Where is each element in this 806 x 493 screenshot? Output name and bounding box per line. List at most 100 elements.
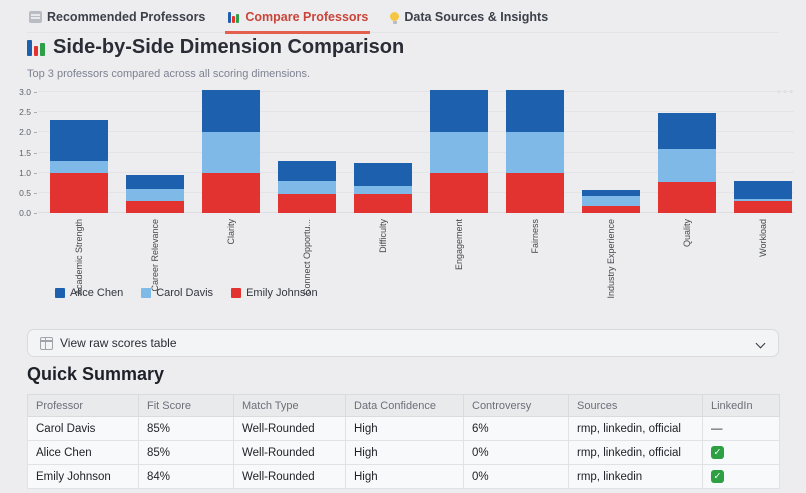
- bar-segment: [506, 90, 564, 133]
- y-axis-tick-label: 1.5: [19, 147, 31, 158]
- bar-segment: [278, 161, 336, 181]
- bar-segment: [582, 205, 640, 213]
- chevron-down-icon[interactable]: [756, 338, 766, 348]
- table-row: Carol Davis 85% Well-Rounded High 6% rmp, lin…: [27, 416, 780, 441]
- stacked-bar-5: [430, 90, 488, 213]
- list-icon: [29, 11, 42, 23]
- bar-segment: [354, 163, 412, 186]
- bar-segment: [506, 132, 564, 173]
- legend-swatch: [55, 288, 65, 298]
- bar-segment: [658, 181, 716, 213]
- table-cell: 85%: [138, 440, 234, 465]
- y-axis-tick-label: 1.0: [19, 167, 31, 178]
- bar-chart-icon: [227, 11, 240, 23]
- bar-segment: [354, 185, 412, 194]
- check-icon: ✓: [711, 446, 724, 459]
- y-axis-tick-mark: [34, 172, 37, 174]
- dimension-comparison-chart: ··· Alice Chen Carol Davis Emily Johnson 0…: [0, 84, 806, 300]
- gridline: [38, 212, 794, 213]
- bar-segment: [126, 200, 184, 213]
- raw-scores-expander[interactable]: View raw scores table: [27, 329, 779, 357]
- table-cell: Emily Johnson: [27, 464, 139, 489]
- expander-label: View raw scores table: [60, 336, 177, 350]
- bar-segment: [658, 149, 716, 182]
- stacked-bar-4: [354, 163, 412, 213]
- page-title-text: Side-by-Side Dimension Comparison: [53, 36, 405, 58]
- bar-segment: [126, 174, 184, 189]
- legend-item: Carol Davis: [141, 287, 213, 299]
- y-axis-tick-mark: [34, 213, 37, 214]
- x-axis-label: Career Relevance: [150, 219, 160, 292]
- tab-data-sources-insights[interactable]: Data Sources & Insights: [388, 6, 550, 34]
- gridline: [38, 91, 794, 93]
- table-cell: rmp, linkedin: [568, 464, 703, 489]
- gridline: [38, 171, 794, 173]
- linkedin-cell: ✓: [702, 440, 780, 465]
- table-row: Alice Chen 85% Well-Rounded High 0% rmp, link…: [27, 440, 780, 465]
- table-cell: Carol Davis: [27, 416, 139, 441]
- stacked-bar-2: [202, 90, 260, 213]
- table-cell: Alice Chen: [27, 440, 139, 465]
- tab-recommended-professors[interactable]: Recommended Professors: [27, 6, 207, 34]
- bar-segment: [430, 132, 488, 173]
- table-body: Carol Davis 85% Well-Rounded High 6% rmp, lin…: [27, 416, 780, 489]
- legend-swatch: [231, 288, 242, 298]
- chart-legend: Alice Chen Carol Davis Emily Johnson: [55, 287, 318, 299]
- bar-segment: [734, 198, 792, 201]
- table-cell: High: [345, 416, 464, 441]
- tab-bar: Recommended Professors Compare Professor…: [27, 6, 779, 34]
- bar-segment: [202, 90, 260, 133]
- column-header: LinkedIn: [702, 394, 780, 417]
- x-axis-label: Quality: [682, 219, 692, 248]
- stacked-bar-9: [734, 180, 792, 213]
- y-axis-tick-label: 0.0: [19, 208, 31, 218]
- x-axis-label: Fairness: [530, 219, 540, 254]
- bar-segment: [582, 189, 640, 197]
- y-axis-tick-mark: [34, 92, 37, 93]
- table-cell: Well-Rounded: [233, 416, 346, 441]
- legend-item: Emily Johnson: [231, 287, 318, 299]
- tab-label: Recommended Professors: [47, 10, 206, 24]
- bar-segment: [202, 172, 260, 213]
- table-header-row: Professor Fit Score Match Type Data Confide…: [27, 394, 780, 417]
- lightbulb-icon: [390, 11, 400, 24]
- table-icon: [40, 336, 53, 350]
- table-cell: Well-Rounded: [233, 440, 346, 465]
- table-cell: 0%: [463, 440, 569, 465]
- x-axis-label: Workload: [758, 219, 768, 257]
- table-cell: High: [345, 464, 464, 489]
- table-cell: rmp, linkedin, official: [568, 440, 703, 465]
- bar-segment: [202, 132, 260, 173]
- table-cell: Well-Rounded: [233, 464, 346, 489]
- stacked-bar-8: [658, 113, 716, 213]
- page-subtitle: Top 3 professors compared across all sco…: [27, 68, 311, 80]
- bar-chart-icon: [27, 39, 45, 56]
- bar-segment: [354, 193, 412, 213]
- tab-compare-professors[interactable]: Compare Professors: [225, 6, 371, 34]
- quick-summary-table: Professor Fit Score Match Type Data Confide…: [27, 394, 780, 489]
- page-title: Side-by-Side Dimension Comparison: [27, 36, 404, 59]
- table-cell: 85%: [138, 416, 234, 441]
- table-cell: rmp, linkedin, official: [568, 416, 703, 441]
- column-header: Fit Score: [138, 394, 234, 417]
- column-header: Sources: [568, 394, 703, 417]
- bar-segment: [50, 120, 108, 161]
- column-header: Data Confidence: [345, 394, 464, 417]
- stacked-bar-6: [506, 90, 564, 213]
- column-header: Controversy: [463, 394, 569, 417]
- gridline: [38, 111, 794, 113]
- bar-segment: [658, 113, 716, 150]
- bar-segment: [582, 196, 640, 206]
- stacked-bar-1: [126, 174, 184, 213]
- bar-segment: [734, 200, 792, 213]
- x-axis-label: Connect Opportu...: [302, 219, 312, 296]
- y-axis-tick-mark: [34, 112, 37, 114]
- bar-segment: [278, 194, 336, 213]
- legend-label: Alice Chen: [70, 287, 124, 299]
- y-axis-tick-mark: [34, 152, 37, 154]
- table-cell: —: [702, 416, 780, 441]
- plot-area: [38, 90, 794, 213]
- table-row: Emily Johnson 84% Well-Rounded High 0% rmp, l…: [27, 464, 780, 489]
- gridline: [38, 131, 794, 133]
- x-axis-label: Engagement: [454, 219, 464, 271]
